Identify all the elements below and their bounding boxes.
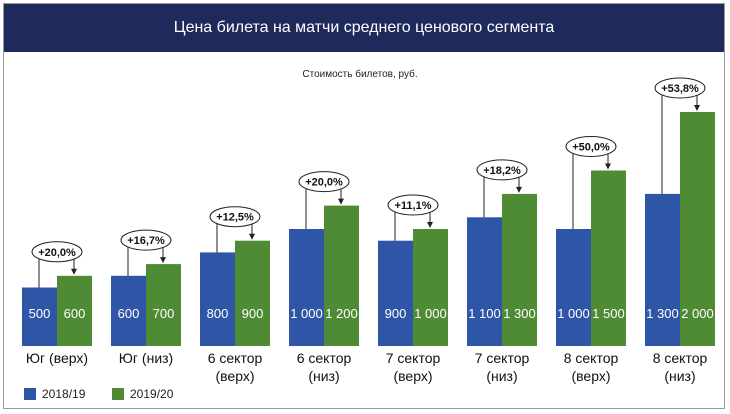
bar-2019-20 — [57, 275, 92, 346]
chart-frame: Цена билета на матчи среднего ценового с… — [3, 3, 725, 409]
bar-2019-20 — [146, 264, 181, 346]
category-label: 6 сектор — [297, 350, 352, 366]
category-label: (верх) — [393, 368, 432, 384]
growth-bubble — [565, 136, 617, 157]
bar-value-label: 900 — [385, 306, 407, 321]
bar-value-label: 1 100 — [468, 306, 501, 321]
growth-bubble — [298, 171, 350, 193]
category-label: 7 сектор — [386, 350, 441, 366]
bar-2018-19 — [289, 229, 324, 346]
growth-label: +11,1% — [394, 200, 431, 212]
bar-2019-20 — [413, 229, 448, 346]
bar-value-label: 600 — [64, 306, 86, 321]
category-label: (низ) — [308, 368, 339, 384]
category-label: 8 сектор — [653, 350, 708, 366]
growth-label: +50,0% — [572, 142, 610, 154]
bar-value-label: 700 — [153, 306, 175, 321]
arrow-head — [605, 163, 611, 170]
bar-value-label: 500 — [29, 306, 51, 321]
legend-label-2018-19: 2018/19 — [42, 387, 86, 401]
bar-2018-19 — [645, 193, 680, 346]
bar-value-label: 1 000 — [557, 306, 590, 321]
legend-swatch-2018-19 — [24, 388, 36, 400]
bar-2019-20 — [502, 193, 537, 346]
arrow-head — [249, 233, 255, 240]
bar-2019-20 — [680, 112, 715, 346]
arrow-head — [160, 257, 166, 264]
bar-value-label: 900 — [242, 306, 264, 321]
bar-value-label: 1 000 — [290, 306, 323, 321]
arrow-head — [427, 222, 433, 228]
bar-value-label: 2 000 — [681, 306, 714, 321]
bar-value-label: 1 300 — [646, 306, 679, 321]
chart-subtitle: Стоимость билетов, руб. — [302, 68, 417, 80]
growth-label: +20,0% — [305, 177, 343, 189]
category-label: Юг (верх) — [26, 350, 88, 366]
bar-value-label: 1 300 — [503, 306, 536, 321]
bar-2019-20 — [235, 240, 270, 346]
category-label: (верх) — [215, 368, 254, 384]
growth-bubble — [654, 77, 706, 99]
growth-label: +12,5% — [216, 212, 254, 224]
bar-2018-19 — [556, 229, 591, 346]
category-label: (верх) — [571, 368, 610, 384]
growth-bubble — [31, 241, 83, 263]
growth-bubble — [387, 194, 439, 216]
growth-bubble — [476, 159, 528, 181]
growth-label: +20,0% — [38, 247, 76, 259]
legend-swatch-2019-20 — [112, 388, 124, 400]
arrow-head — [71, 268, 77, 275]
category-label: 6 сектор — [208, 350, 263, 366]
growth-label: +16,7% — [127, 235, 165, 247]
legend-item-2018-19: 2018/19 — [24, 387, 85, 401]
growth-bubble — [120, 229, 172, 251]
bar-2018-19 — [111, 275, 146, 346]
bar-chart: Стоимость билетов, руб. 500 600 Юг (верх) +2… — [22, 68, 715, 384]
growth-bubble — [209, 206, 261, 228]
bar-value-label: 1 200 — [325, 306, 358, 321]
legend-label-2019-20: 2019/20 — [130, 387, 174, 401]
growth-label: +18,2% — [483, 165, 521, 177]
bar-value-label: 1 500 — [592, 306, 625, 321]
category-label: (низ) — [664, 368, 695, 384]
category-label: 8 сектор — [564, 350, 619, 366]
category-label: 7 сектор — [475, 350, 530, 366]
bar-2018-19 — [22, 287, 57, 346]
category-label: (низ) — [486, 368, 517, 384]
bar-value-label: 600 — [118, 306, 140, 321]
growth-label: +53,8% — [661, 83, 699, 95]
arrow-head — [694, 105, 700, 111]
category-label: Юг (низ) — [119, 350, 173, 366]
bar-value-label: 1 000 — [414, 306, 447, 321]
legend-item-2019-20: 2019/20 — [112, 387, 173, 401]
bar-2018-19 — [378, 240, 413, 346]
chart-title: Цена билета на матчи среднего ценового с… — [4, 4, 724, 52]
bar-2018-19 — [200, 252, 235, 346]
bar-2019-20 — [324, 205, 359, 346]
bar-value-label: 800 — [207, 306, 229, 321]
arrow-head — [338, 198, 344, 205]
bar-2018-19 — [467, 217, 502, 346]
bar-2019-20 — [591, 170, 626, 346]
arrow-head — [516, 186, 522, 193]
